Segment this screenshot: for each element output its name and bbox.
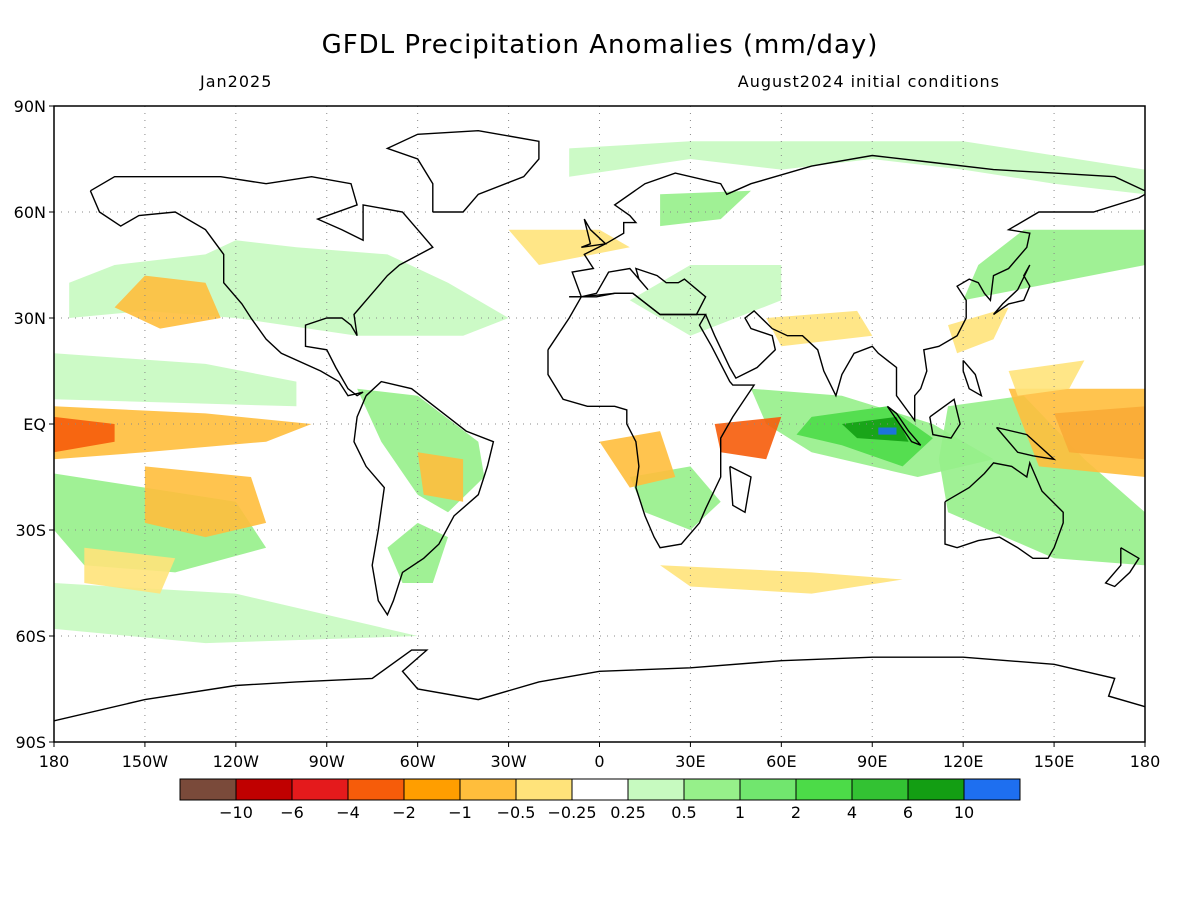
dry-equatorial-pacific (54, 406, 312, 460)
coastline-path (929, 398, 961, 439)
colorbar-swatch (179, 778, 237, 801)
colorbar-label: 10 (954, 803, 974, 822)
lon-tick-label: 180 (39, 752, 70, 771)
colorbar-swatch (795, 778, 853, 801)
coastline-path (353, 380, 495, 617)
lon-tick-label: 30E (675, 752, 705, 771)
colorbar-label: −6 (280, 803, 304, 822)
lon-tick-label: 90E (857, 752, 887, 771)
colorbar-label: −0.5 (497, 803, 536, 822)
dry-arabian-sea (766, 310, 873, 347)
lon-tick-label: 120E (943, 752, 984, 771)
lon-tick-label: 60W (400, 752, 436, 771)
wet-middle-east (629, 265, 782, 336)
colorbar-label: 0.5 (671, 803, 696, 822)
colorbar-swatch (403, 778, 461, 801)
colorbar-label: 4 (847, 803, 857, 822)
wet-arctic (569, 141, 1145, 195)
chart-title: GFDL Precipitation Anomalies (mm/day) (322, 30, 879, 60)
wet-northwest-pacific (963, 229, 1145, 301)
anomaly-field (54, 141, 1145, 644)
wet-amazon (357, 388, 485, 513)
wet-scandinavia (660, 190, 751, 227)
colorbar-swatch (963, 778, 1021, 801)
colorbar-swatch (347, 778, 405, 801)
coastline-path (962, 359, 983, 398)
dry-south-indian (660, 565, 903, 594)
lon-tick-label: 0 (594, 752, 604, 771)
dry-south-pacific-south (84, 547, 176, 594)
wet-indian-strong (841, 416, 909, 442)
coastline-path (704, 193, 1145, 423)
coastline-path (385, 129, 540, 213)
coastline-path (89, 175, 434, 397)
coastline-path (581, 218, 608, 248)
lon-tick-label: 150E (1034, 752, 1075, 771)
lat-tick-label: EQ (23, 415, 46, 434)
subtitle-left: Jan2025 (199, 72, 272, 91)
lon-tick-label: 30W (490, 752, 526, 771)
dry-east-asia (948, 307, 1009, 354)
graticule (54, 106, 1145, 742)
colorbar-swatch (851, 778, 909, 801)
colorbar-label: 1 (735, 803, 745, 822)
wet-band-southern-ocean (54, 583, 418, 644)
wet-indian-extreme (878, 427, 897, 435)
colorbar-swatch (459, 778, 517, 801)
colorbar-label: 2 (791, 803, 801, 822)
lon-tick-label: 150W (122, 752, 169, 771)
coastline-path (992, 264, 1031, 316)
coastline-path (547, 292, 756, 549)
colorbar-swatch (571, 778, 629, 801)
dry-dateline-core (54, 416, 115, 453)
lat-tick-label: 90S (15, 733, 46, 752)
colorbar-label: 0.25 (610, 803, 646, 822)
colorbar-label: −2 (392, 803, 416, 822)
dry-northeast-pacific (114, 275, 221, 329)
colorbar-label: −0.25 (547, 803, 596, 822)
dry-north-atlantic (508, 229, 630, 265)
coastline-path (1104, 547, 1140, 588)
coastline-path (54, 649, 1145, 722)
dry-western-indian (714, 416, 782, 460)
colorbar-label: −4 (336, 803, 360, 822)
colorbar-swatch (907, 778, 965, 801)
lon-tick-label: 180 (1130, 752, 1161, 771)
lat-tick-label: 60S (15, 627, 46, 646)
colorbar-swatch (291, 778, 349, 801)
coastlines (54, 129, 1145, 722)
coastline-path (995, 426, 1057, 461)
wet-argentina (387, 522, 448, 583)
lon-tick-label: 60E (766, 752, 796, 771)
subtitle-right: August2024 initial conditions (738, 72, 1000, 91)
colorbar-swatch (683, 778, 741, 801)
dry-philippine-sea (1008, 360, 1085, 396)
coastline-path (886, 405, 922, 446)
coastline-path (569, 154, 1145, 298)
wet-maritime-australia (938, 395, 1145, 566)
lat-tick-label: 60N (14, 203, 46, 222)
colorbar-swatch (515, 778, 573, 801)
lon-tick-label: 120W (213, 752, 260, 771)
coastline-path (729, 465, 752, 514)
lat-tick-label: 90N (14, 97, 46, 116)
colorbar-swatch (235, 778, 293, 801)
coastline-path (944, 460, 1064, 559)
dry-south-pacific (144, 466, 267, 538)
colorbar-label: 6 (903, 803, 913, 822)
lon-tick-label: 90W (309, 752, 345, 771)
lat-tick-label: 30S (15, 521, 46, 540)
dry-west-pacific-halo (1008, 388, 1145, 477)
colorbar-label: −1 (448, 803, 472, 822)
colorbar-label: −10 (219, 803, 253, 822)
colorbar: −10 −6 −4 −2 −1 −0.5 −0.25 0.25 0.5 1 2 4 6 10 (179, 778, 1021, 822)
lat-tick-label: 30N (14, 309, 46, 328)
colorbar-swatch (627, 778, 685, 801)
wet-band-tropical-pacific (54, 353, 297, 407)
dry-brazil (417, 452, 464, 502)
colorbar-swatch (739, 778, 797, 801)
